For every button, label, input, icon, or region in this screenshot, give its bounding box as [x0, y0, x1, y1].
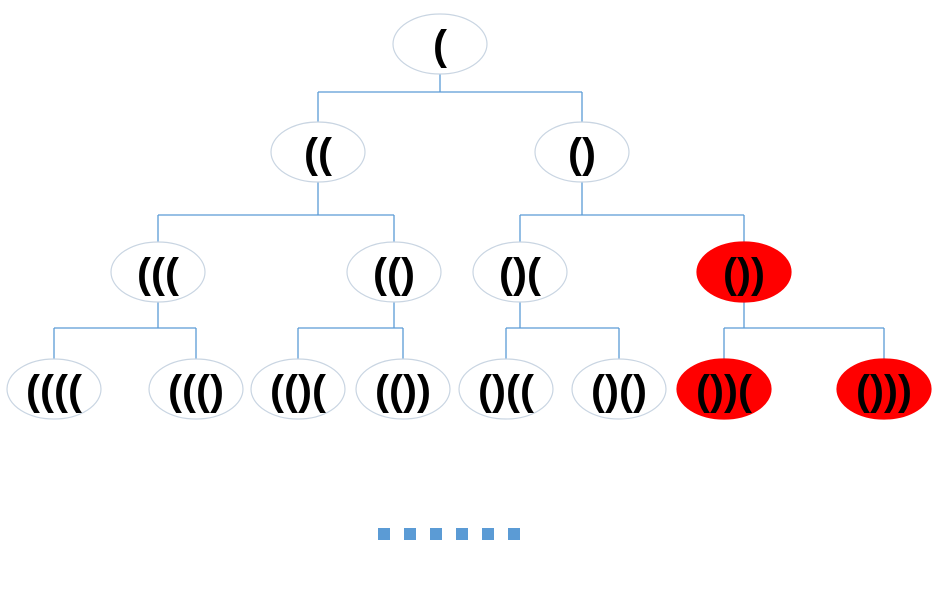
ellipsis-square [508, 528, 520, 540]
tree-node: (()) [355, 358, 451, 420]
tree-node: (((( [6, 358, 102, 420]
node-ellipse [110, 241, 206, 303]
node-ellipse [472, 241, 568, 303]
node-ellipse [458, 358, 554, 420]
node-label: ()() [591, 367, 647, 414]
node-label: (( [304, 130, 332, 177]
tree-node: (() [346, 241, 442, 303]
tree-node-highlighted: ())) [836, 358, 932, 420]
tree-nodes: (((()((((()()(())((((((()(()((())()((()(… [6, 13, 932, 420]
node-ellipse [696, 241, 792, 303]
node-label: ()( [499, 250, 541, 297]
tree-node: ( [392, 13, 488, 75]
node-ellipse [571, 358, 667, 420]
tree-node: ((( [110, 241, 206, 303]
node-label: (() [373, 250, 415, 297]
node-label: ((( [137, 250, 179, 297]
node-label: ((() [168, 367, 224, 414]
tree-node-highlighted: ()) [696, 241, 792, 303]
ellipsis-square [378, 528, 390, 540]
node-ellipse [534, 121, 630, 183]
node-ellipse [392, 13, 488, 75]
node-ellipse [250, 358, 346, 420]
tree-node: ()(( [458, 358, 554, 420]
tree-node: () [534, 121, 630, 183]
node-label: () [568, 130, 596, 177]
ellipsis-square [456, 528, 468, 540]
node-ellipse [270, 121, 366, 183]
node-label: (((( [26, 367, 82, 414]
ellipsis-square [430, 528, 442, 540]
tree-connectors [53, 74, 885, 359]
ellipsis-square [482, 528, 494, 540]
node-label: ( [433, 22, 447, 69]
node-label: ()(( [478, 367, 534, 414]
node-label: ()) [723, 250, 765, 297]
node-ellipse [676, 358, 772, 420]
continuation-ellipsis [378, 528, 520, 540]
tree-node-highlighted: ())( [676, 358, 772, 420]
tree-node: (( [270, 121, 366, 183]
node-ellipse [355, 358, 451, 420]
ellipsis-square [404, 528, 416, 540]
node-label: (()) [375, 367, 431, 414]
node-label: (()( [270, 367, 326, 414]
node-label: ())) [856, 367, 912, 414]
node-ellipse [148, 358, 244, 420]
node-label: ())( [696, 367, 752, 414]
tree-node: ()() [571, 358, 667, 420]
node-ellipse [6, 358, 102, 420]
tree-node: ((() [148, 358, 244, 420]
node-ellipse [836, 358, 932, 420]
tree-node: ()( [472, 241, 568, 303]
node-ellipse [346, 241, 442, 303]
tree-node: (()( [250, 358, 346, 420]
